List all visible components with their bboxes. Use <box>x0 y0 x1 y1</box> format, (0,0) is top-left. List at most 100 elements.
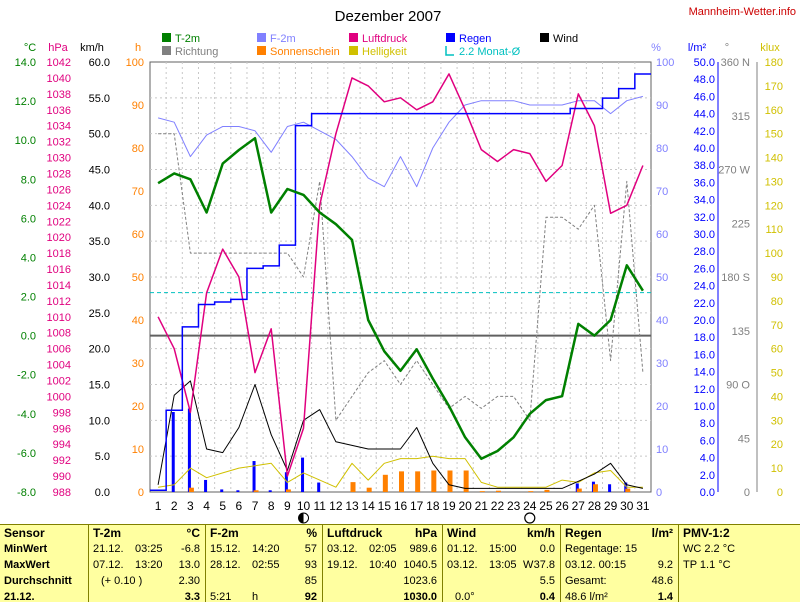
site-name[interactable]: Mannheim-Wetter.info <box>689 6 796 18</box>
line-richtung <box>158 133 644 421</box>
tick-wind: 20.0 <box>89 344 110 356</box>
tick-rain: 20.0 <box>694 315 715 327</box>
regen-current-label: 48.6 l/m² <box>565 591 608 603</box>
x-tick-label: 3 <box>187 499 194 513</box>
tick-rain: 18.0 <box>694 332 715 344</box>
f2m-min-value: 57 <box>304 543 317 555</box>
luftdruck-max-value: 1040.5 <box>403 559 437 571</box>
tick-lux: 180 <box>765 57 783 69</box>
wind-max-direction: W <box>523 559 534 571</box>
bar-regen-10 <box>301 457 305 492</box>
t2m-avg-delta: (+ 0.10 ) <box>101 575 143 587</box>
chart-title: Dezember 2007 <box>335 8 442 25</box>
tick-sun: 20 <box>132 401 144 413</box>
tick-pressure: 988 <box>53 487 71 499</box>
tick-lux: 160 <box>765 105 783 117</box>
tick-pressure: 994 <box>53 439 71 451</box>
tick-wind: 60.0 <box>89 57 110 69</box>
f2m-current-date: 5:21 <box>210 591 232 603</box>
tick-rain: 10.0 <box>694 401 715 413</box>
tick-humidity: 40 <box>656 315 668 327</box>
x-tick-label: 5 <box>219 499 226 513</box>
unit-direction: ° <box>725 42 729 54</box>
x-tick-label: 15 <box>378 499 392 513</box>
tick-sun: 100 <box>126 57 144 69</box>
tick-direction: 180 S <box>721 272 750 284</box>
tick-humidity: 70 <box>656 186 668 198</box>
bar-regen-9 <box>284 472 288 492</box>
bar-sonnenschein-17 <box>415 471 421 492</box>
regen-max-value: 9.2 <box>657 559 673 571</box>
x-tick-label: 29 <box>604 499 618 513</box>
tick-pressure: 1030 <box>47 153 71 165</box>
x-tick-label: 20 <box>458 499 472 513</box>
tick-temp: 6.0 <box>21 213 36 225</box>
tick-lux: 150 <box>765 129 783 141</box>
row-label-max: MaxWert <box>4 559 50 571</box>
tick-lux: 140 <box>765 153 783 165</box>
tick-pressure: 1032 <box>47 137 71 149</box>
tick-direction: 315 <box>732 111 750 123</box>
tick-lux: 50 <box>771 368 783 380</box>
x-axis: 1 2 3 4 5 6 7 8 9 10 11 12 13 14 15 16 17 18 19 20 21 22 23 24 2… <box>155 499 650 513</box>
tick-pressure: 1008 <box>47 328 71 340</box>
tick-lux: 130 <box>765 176 783 188</box>
tick-humidity: 80 <box>656 143 668 155</box>
tick-pressure: 998 <box>53 407 71 419</box>
legend-swatch-4 <box>349 33 358 42</box>
col-f2m: F-2m% 15.12. 14:20 57 28.12. 02:55 93 85 5:2… <box>205 525 321 603</box>
tick-pressure: 1002 <box>47 376 71 388</box>
legend-swatch-0 <box>162 33 171 42</box>
tick-pressure: 1004 <box>47 360 71 372</box>
unit-humidity: % <box>651 42 661 54</box>
regen-max-date: 03.12. 00:15 <box>565 559 627 571</box>
tick-temp: 10.0 <box>15 135 36 147</box>
x-tick-label: 30 <box>620 499 634 513</box>
tick-temp: -6.0 <box>17 448 36 460</box>
wind-min-value: 0.0 <box>539 543 555 555</box>
x-tick-label: 12 <box>329 499 343 513</box>
wind-min-time: 15:00 <box>489 543 517 555</box>
bar-sonnenschein-28 <box>592 484 598 492</box>
tick-rain: 30.0 <box>694 229 715 241</box>
f2m-avg-value: 85 <box>304 575 317 587</box>
luftdruck-avg-value: 1023.6 <box>403 575 437 587</box>
legend-swatch-5 <box>349 46 358 55</box>
f2m-max-date: 28.12. <box>210 559 241 571</box>
tick-sun: 0 <box>138 487 144 499</box>
x-tick-label: 4 <box>203 499 210 513</box>
legend-label-1: Richtung <box>175 46 218 58</box>
tick-rain: 6.0 <box>700 435 715 447</box>
tick-wind: 40.0 <box>89 200 110 212</box>
tick-pressure: 1000 <box>47 391 71 403</box>
line-t2m <box>157 136 644 461</box>
luftdruck-max-date: 19.12. <box>327 559 358 571</box>
t2m-min-date: 21.12. <box>93 543 124 555</box>
bar-sonnenschein-27 <box>576 488 582 492</box>
tick-direction: 45 <box>738 433 750 445</box>
legend-label-3: Sonnenschein <box>270 46 340 58</box>
tick-pressure: 1010 <box>47 312 71 324</box>
x-tick-label: 22 <box>491 499 505 513</box>
tick-humidity: 30 <box>656 358 668 370</box>
bar-regen-7 <box>252 461 256 492</box>
row-label-min: MinWert <box>4 543 48 555</box>
tick-lux: 10 <box>771 463 783 475</box>
legend-label-0: T-2m <box>175 33 200 45</box>
moon-new-shade <box>298 513 304 523</box>
regen-total-value: 48.6 <box>651 575 673 587</box>
bar-sonnenschein-20 <box>463 470 469 492</box>
tick-rain: 48.0 <box>694 74 715 86</box>
t2m-max-time: 13:20 <box>135 559 163 571</box>
header-luftdruck: Luftdruck <box>327 526 383 540</box>
tick-wind: 35.0 <box>89 236 110 248</box>
tick-pressure: 1028 <box>47 168 71 180</box>
tick-temp: -8.0 <box>17 487 36 499</box>
tick-rain: 2.0 <box>700 470 715 482</box>
tick-wind: 55.0 <box>89 93 110 105</box>
unit-temp: °C <box>24 42 36 54</box>
legend-label-8: Wind <box>553 33 578 45</box>
tick-sun: 50 <box>132 272 144 284</box>
f2m-current-value: 92 <box>304 591 317 603</box>
legend-label-4: Luftdruck <box>362 33 408 45</box>
